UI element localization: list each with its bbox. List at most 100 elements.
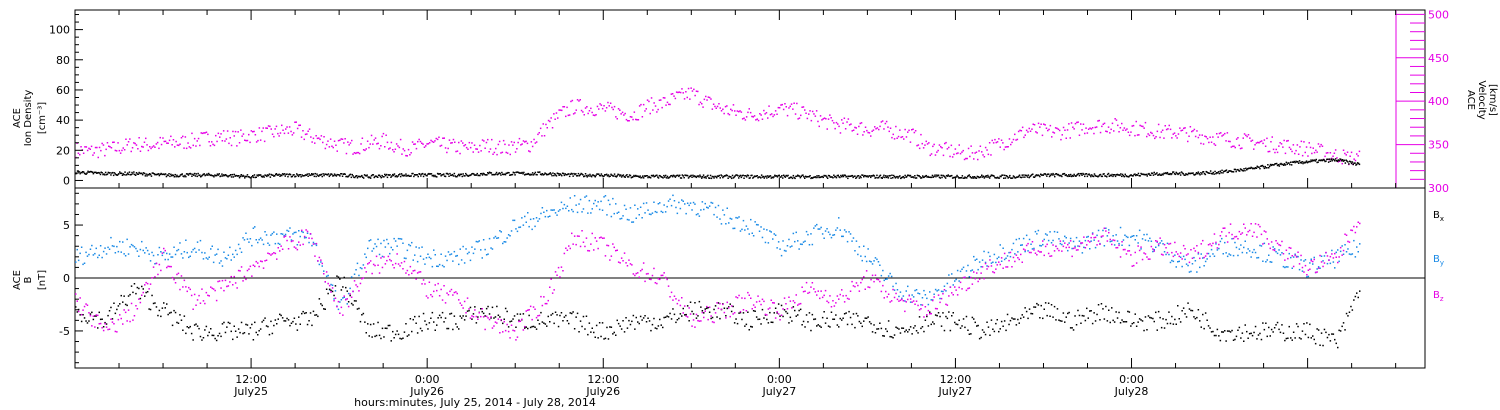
by-point — [353, 273, 356, 275]
density-tick-label: 0 — [63, 174, 70, 187]
velocity-point — [1053, 132, 1056, 134]
bx-point — [930, 323, 932, 326]
by-point — [584, 196, 586, 198]
bx-point — [729, 303, 731, 305]
density-point — [1121, 175, 1123, 178]
density-point — [857, 175, 860, 177]
bz-point — [927, 309, 930, 312]
velocity-point — [566, 106, 568, 109]
density-point — [868, 175, 870, 177]
density-point — [1124, 173, 1126, 176]
by-point — [1187, 264, 1189, 267]
density-point — [402, 175, 404, 177]
bx-point — [258, 330, 260, 332]
density-point — [826, 177, 829, 179]
velocity-point — [131, 147, 134, 149]
density-point — [229, 174, 231, 177]
density-point — [768, 175, 771, 177]
by-point — [623, 204, 626, 207]
bx-point — [956, 323, 959, 326]
velocity-point — [829, 114, 831, 116]
by-point — [1262, 260, 1264, 262]
density-point — [407, 174, 410, 177]
bx-point — [1288, 325, 1290, 328]
velocity-point — [339, 139, 341, 141]
bz-point — [452, 294, 454, 296]
by-point — [1078, 240, 1081, 242]
density-point — [155, 173, 157, 176]
bx-point — [271, 332, 274, 335]
by-point — [763, 228, 765, 230]
by-point — [367, 247, 369, 250]
velocity-point — [951, 156, 954, 158]
density-point — [1104, 175, 1106, 177]
density-point — [81, 171, 83, 174]
density-point — [1216, 172, 1218, 174]
by-point — [635, 217, 637, 219]
density-point — [318, 174, 321, 176]
density-point — [1130, 174, 1133, 176]
bx-point — [1140, 319, 1142, 321]
bx-point — [305, 312, 307, 314]
bz-point — [563, 252, 566, 255]
density-point — [1330, 158, 1332, 160]
density-point — [668, 176, 670, 179]
density-point — [562, 172, 565, 175]
velocity-point — [434, 140, 436, 142]
velocity-point — [483, 140, 485, 142]
velocity-point — [708, 96, 711, 99]
bx-point — [1203, 327, 1205, 330]
by-point — [255, 239, 257, 241]
velocity-point — [838, 125, 840, 128]
by-point — [846, 240, 849, 243]
density-point — [1063, 172, 1066, 175]
bx-point — [1257, 334, 1260, 336]
bz-point — [1036, 254, 1038, 256]
by-point — [346, 303, 348, 305]
by-point — [190, 251, 193, 253]
bx-point — [1144, 316, 1147, 318]
bx-point — [249, 327, 252, 329]
density-point — [1101, 175, 1104, 178]
bx-point — [431, 311, 434, 314]
bx-point — [814, 318, 817, 320]
bx-point — [145, 291, 147, 294]
bx-point — [1225, 340, 1227, 342]
by-point — [98, 254, 100, 256]
bz-point — [469, 317, 472, 319]
by-point — [1014, 253, 1016, 255]
bz-point — [259, 260, 262, 262]
density-point — [268, 173, 271, 175]
velocity-point — [510, 141, 513, 143]
density-point — [826, 176, 828, 178]
density-point — [1004, 177, 1007, 179]
by-point — [786, 245, 789, 247]
density-point — [284, 175, 286, 177]
velocity-point — [266, 127, 268, 129]
bx-point — [962, 318, 965, 320]
velocity-point — [794, 113, 797, 115]
density-point — [779, 176, 781, 178]
density-point — [461, 175, 463, 178]
velocity-point — [291, 134, 294, 136]
density-point — [134, 174, 137, 176]
bx-point — [1174, 318, 1176, 321]
bz-point — [1150, 245, 1153, 248]
bx-point — [324, 308, 326, 310]
bx-point — [1178, 318, 1180, 320]
velocity-point — [1316, 151, 1318, 153]
density-point — [811, 177, 814, 179]
bz-point — [819, 297, 821, 300]
density-point — [570, 172, 573, 175]
by-point — [1065, 237, 1067, 239]
bz-point — [249, 265, 252, 268]
by-point — [1228, 253, 1230, 255]
density-point — [711, 175, 714, 178]
by-point — [389, 252, 391, 255]
velocity-point — [514, 151, 517, 153]
bz-point — [524, 325, 526, 328]
bz-point — [287, 248, 290, 250]
velocity-point — [122, 147, 124, 149]
density-point — [218, 173, 220, 175]
velocity-point — [917, 144, 920, 146]
